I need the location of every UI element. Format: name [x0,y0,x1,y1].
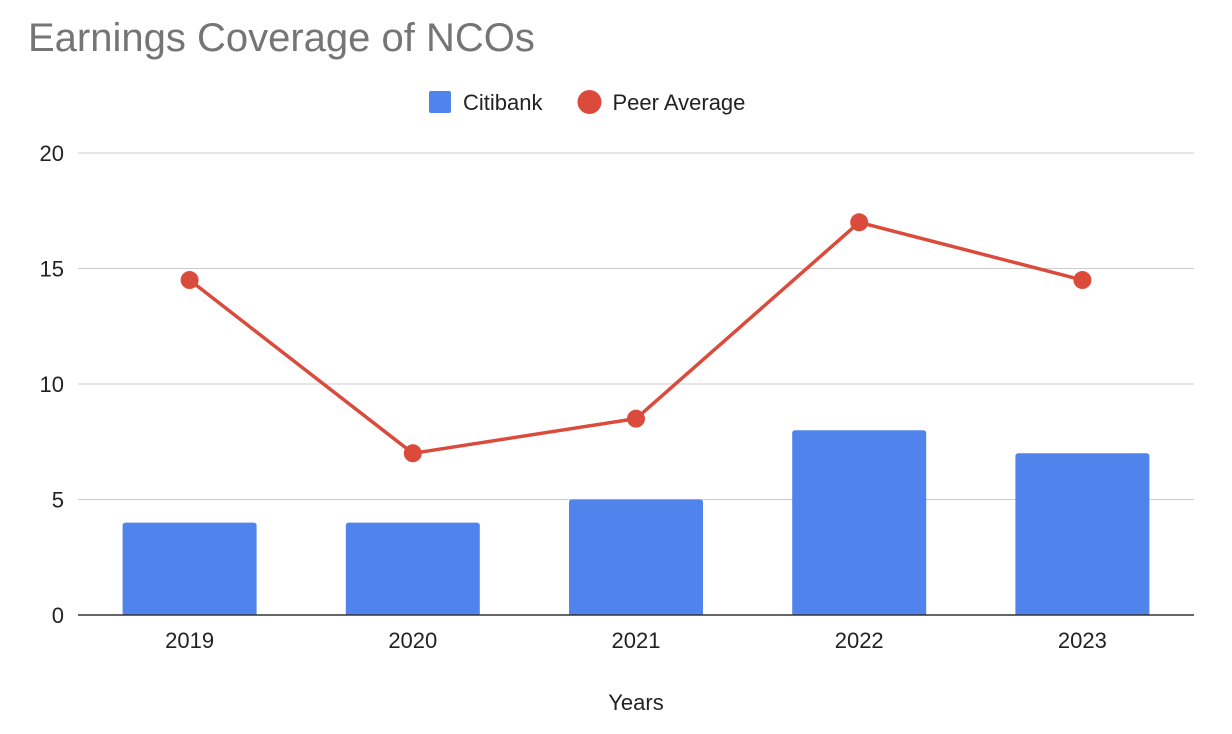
bar [792,430,927,615]
line-point [850,213,869,232]
line-point [1073,271,1092,290]
x-tick-label: 2023 [1058,628,1107,653]
gridlines [78,152,1194,500]
y-tick-label: 20 [40,141,64,166]
x-tick-label: 2019 [165,628,214,653]
x-tick-label: 2021 [612,628,661,653]
legend-swatch-bar [429,91,451,113]
x-tick-label: 2022 [835,628,884,653]
bar [1015,453,1150,615]
bar [345,522,480,615]
legend: Citibank Peer Average [429,90,745,115]
y-tick-label: 15 [40,257,64,282]
line-point [180,271,199,290]
bar [569,499,703,615]
y-tick-label: 0 [52,603,64,628]
y-axis-ticks: 0 5 10 15 20 [40,141,64,628]
bar-series [122,430,1150,615]
y-tick-label: 5 [52,488,64,513]
legend-label: Citibank [463,90,543,115]
line-point [403,444,422,463]
bar [122,522,257,615]
chart-title: Earnings Coverage of NCOs [28,16,535,60]
legend-swatch-line [577,90,602,114]
legend-label: Peer Average [612,90,745,115]
x-axis-title: Years [608,690,663,715]
x-tick-label: 2020 [388,628,437,653]
x-axis-ticks: 2019 2020 2021 2022 2023 [165,628,1107,653]
line-series [180,213,1092,463]
line-point [627,409,645,428]
y-tick-label: 10 [40,372,64,397]
